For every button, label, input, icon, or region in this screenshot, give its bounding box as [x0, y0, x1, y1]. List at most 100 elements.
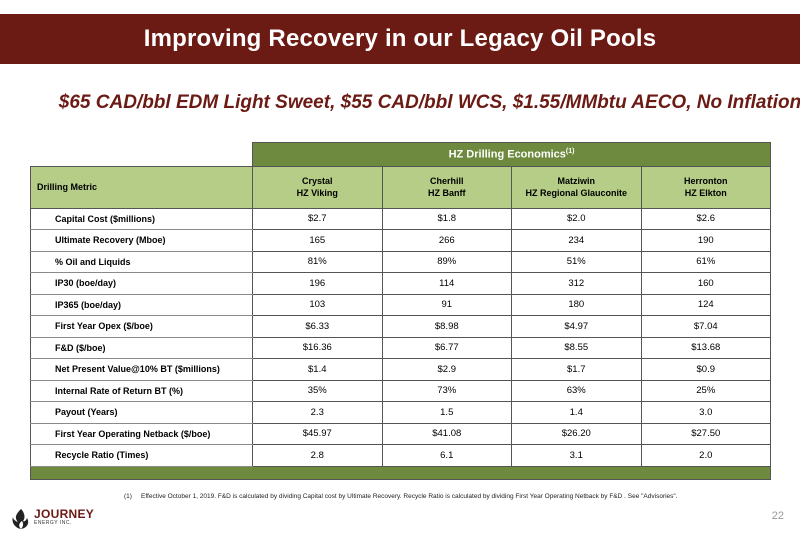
logo-sub: ENERGY INC.: [34, 520, 72, 526]
metric-value: $0.9: [640, 358, 772, 381]
metric-label: IP30 (boe/day): [30, 272, 253, 295]
footnote: (1) Effective October 1, 2019. F&D is cal…: [124, 493, 678, 500]
metric-column-header: Drilling Metric: [30, 165, 253, 209]
super-header-label: HZ Drilling Economics: [448, 148, 566, 161]
table-row: First Year Operating Netback ($/boe) $45.…: [30, 422, 772, 445]
metric-value: $6.33: [252, 315, 383, 338]
metric-value: $2.6: [640, 207, 772, 230]
super-header: HZ Drilling Economics(1): [251, 142, 772, 167]
metric-label: Net Present Value@10% BT ($millions): [30, 358, 253, 381]
column-header-line2: HZ Regional Glauconite: [525, 188, 627, 198]
metric-label: Capital Cost ($millions): [30, 207, 253, 230]
column-header-line1: Crystal: [301, 176, 333, 186]
table-row: F&D ($/boe) $16.36 $6.77 $8.55 $13.68: [30, 336, 772, 359]
metric-value: 6.1: [381, 444, 512, 467]
footnote-number: (1): [124, 493, 132, 500]
column-header-line2: HZ Viking: [296, 188, 338, 198]
metric-value: 1.5: [381, 401, 512, 424]
metric-label: First Year Operating Netback ($/boe): [30, 422, 253, 445]
table-row: IP365 (boe/day) 103 91 180 124: [30, 293, 772, 316]
table-row: First Year Opex ($/boe) $6.33 $8.98 $4.97 $7…: [30, 315, 772, 338]
metric-value: 2.0: [640, 444, 772, 467]
metric-value: 266: [381, 229, 512, 252]
metric-value: 25%: [640, 379, 772, 402]
metric-value: 61%: [640, 250, 772, 273]
table-row: Payout (Years) 2.3 1.5 1.4 3.0: [30, 401, 772, 424]
column-header-line2: HZ Banff: [428, 188, 466, 198]
metric-value: $8.98: [381, 315, 512, 338]
table-row: Recycle Ratio (Times) 2.8 6.1 3.1 2.0: [30, 444, 772, 467]
table-row: IP30 (boe/day) 196 114 312 160: [30, 272, 772, 295]
table-body: Capital Cost ($millions) $2.7 $1.8 $2.0 $2.6…: [30, 207, 772, 467]
slide-title: Improving Recovery in our Legacy Oil Poo…: [143, 25, 657, 52]
metric-value: 114: [381, 272, 512, 295]
metric-value: $1.4: [252, 358, 383, 381]
metric-value: 124: [640, 293, 772, 316]
table-row: % Oil and Liquids 81% 89% 51% 61%: [30, 250, 772, 273]
metric-value: 3.0: [640, 401, 772, 424]
metric-value: $2.0: [511, 207, 642, 230]
journey-logo: JOURNEY ENERGY INC.: [12, 508, 94, 530]
metric-value: 1.4: [511, 401, 642, 424]
column-header: Herronton HZ Elkton: [640, 165, 772, 209]
metric-label: F&D ($/boe): [30, 336, 253, 359]
metric-value: 2.8: [252, 444, 383, 467]
metric-value: $26.20: [511, 422, 642, 445]
metric-value: $45.97: [252, 422, 383, 445]
metric-value: $1.7: [511, 358, 642, 381]
column-header-line1: Cherhill: [429, 176, 464, 186]
metric-value: 2.3: [252, 401, 383, 424]
table-footer-bar: [29, 465, 772, 480]
metric-value: 190: [640, 229, 772, 252]
metric-value: 63%: [511, 379, 642, 402]
metric-value: 81%: [252, 250, 383, 273]
column-header: Crystal HZ Viking: [252, 165, 383, 209]
metric-label: IP365 (boe/day): [30, 293, 253, 316]
metric-value: $8.55: [511, 336, 642, 359]
metric-value: 73%: [381, 379, 512, 402]
super-header-ref: (1): [565, 147, 575, 155]
footer-bar-cell: [29, 465, 772, 480]
column-header-line2: HZ Elkton: [684, 188, 727, 198]
table-super-header-row: HZ Drilling Economics(1): [30, 142, 772, 167]
footnote-text: Effective October 1, 2019. F&D is calcul…: [141, 493, 678, 500]
metric-value: $41.08: [381, 422, 512, 445]
metric-value: 89%: [381, 250, 512, 273]
metric-value: 91: [381, 293, 512, 316]
pricing-subtitle: $65 CAD/bbl EDM Light Sweet, $55 CAD/bbl…: [58, 92, 800, 113]
metric-value: 180: [511, 293, 642, 316]
metric-label: Recycle Ratio (Times): [30, 444, 253, 467]
metric-value: $13.68: [640, 336, 772, 359]
column-header: Matziwin HZ Regional Glauconite: [511, 165, 642, 209]
column-header-line1: Herronton: [684, 176, 728, 186]
metric-value: $4.97: [511, 315, 642, 338]
column-header-line1: Matziwin: [557, 176, 596, 186]
table-header-row: Drilling Metric Crystal HZ Viking Cherhil…: [30, 165, 772, 209]
metric-value: 160: [640, 272, 772, 295]
metric-value: $27.50: [640, 422, 772, 445]
blank-cell: [30, 142, 253, 166]
table-row: Net Present Value@10% BT ($millions) $1.4…: [30, 358, 772, 381]
logo-brand: JOURNEY: [34, 507, 95, 521]
metric-value: $1.8: [381, 207, 512, 230]
table-row: Ultimate Recovery (Mboe) 165 266 234 190: [30, 229, 772, 252]
metric-value: $2.7: [252, 207, 383, 230]
metric-value: 51%: [511, 250, 642, 273]
metric-label: Internal Rate of Return BT (%): [30, 379, 253, 402]
metric-value: $2.9: [381, 358, 512, 381]
metric-value: $7.04: [640, 315, 772, 338]
metric-value: 35%: [252, 379, 383, 402]
page-number: 22: [771, 510, 784, 522]
metric-value: 103: [252, 293, 383, 316]
title-bar: Improving Recovery in our Legacy Oil Poo…: [0, 14, 800, 64]
metric-value: 3.1: [511, 444, 642, 467]
metric-label: % Oil and Liquids: [30, 250, 253, 273]
metric-label: First Year Opex ($/boe): [30, 315, 253, 338]
journey-flame-icon: [12, 509, 29, 529]
metric-value: $6.77: [381, 336, 512, 359]
metric-label: Payout (Years): [30, 401, 253, 424]
metric-value: 196: [252, 272, 383, 295]
metric-value: $16.36: [252, 336, 383, 359]
metric-value: 312: [511, 272, 642, 295]
metric-label: Ultimate Recovery (Mboe): [30, 229, 253, 252]
